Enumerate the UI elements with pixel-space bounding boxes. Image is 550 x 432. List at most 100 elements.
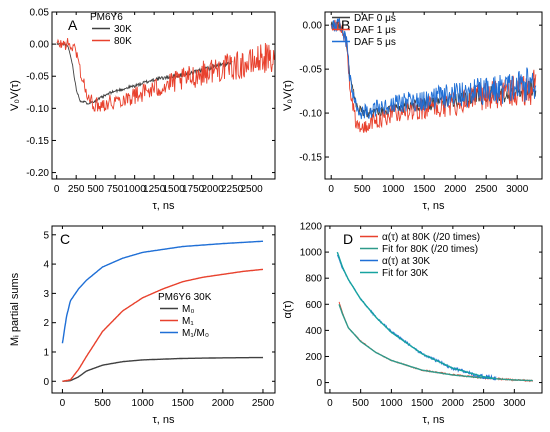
x-tick-label: 1500 <box>411 398 434 409</box>
series-line-1 <box>62 356 264 382</box>
x-axis-label: τ, ns <box>152 414 175 426</box>
legend-entry: α(τ) at 30K <box>382 256 430 267</box>
legend: α(τ) at 80K (/20 times)Fit for 80K (/20 … <box>360 232 480 279</box>
plot-frame <box>51 11 276 180</box>
x-tick-label: 500 <box>87 184 104 195</box>
y-tick-label: -0.20 <box>26 168 49 179</box>
y-tick-label: -0.10 <box>26 104 49 115</box>
x-tick-label: 1750 <box>182 184 205 195</box>
legend-entry: DAF 5 μs <box>354 37 396 48</box>
panel-B: 0 500 1000 1500 2000 2500 3000 0.00 -0.05 -0.10 -0… <box>282 11 543 212</box>
panel-letter: B <box>341 17 350 33</box>
x-tick-label: 500 <box>352 398 369 409</box>
x-tick-label: 1250 <box>143 184 166 195</box>
x-tick-label: 0 <box>54 184 60 195</box>
x-axis-label: τ, ns <box>422 200 445 212</box>
x-tick-label: 2250 <box>221 184 244 195</box>
panel-C: 0 500 1000 1500 2000 2500 0 1 2 3 4 5 τ, ns Mᵢ partia… <box>9 225 276 426</box>
series-line-2 <box>338 304 533 382</box>
y-tick-label: 400 <box>305 326 322 337</box>
y-axis-label: V₀V(τ) <box>9 80 21 111</box>
x-tick-label: 1500 <box>163 184 186 195</box>
legend-title: PM6Y6 30K <box>158 292 212 303</box>
y-tick-label: -0.10 <box>299 109 322 120</box>
legend-entry: DAF 0 μs <box>354 13 396 24</box>
y-tick-label: 0 <box>43 377 49 388</box>
y-tick-label: -0.05 <box>26 72 49 83</box>
y-tick-label: 0.00 <box>303 21 323 32</box>
x-tick-label: 1500 <box>172 398 195 409</box>
series-line-2 <box>62 268 263 382</box>
y-tick-label: 800 <box>305 274 322 285</box>
y-tick-label: 1 <box>43 347 49 358</box>
x-tick-label: 500 <box>94 398 111 409</box>
x-tick-label: 1000 <box>124 184 147 195</box>
series-line-4 <box>336 251 496 380</box>
x-tick-label: 2000 <box>201 184 224 195</box>
x-tick-label: 2500 <box>475 184 498 195</box>
x-tick-label: 2000 <box>444 184 467 195</box>
panel-letter: A <box>68 17 78 33</box>
legend-entry: M₀ <box>182 304 194 315</box>
legend-entry: Fit for 80K (/20 times) <box>382 244 478 255</box>
panel-letter: C <box>60 231 70 247</box>
x-tick-label: 1000 <box>380 398 403 409</box>
x-tick-label: 2500 <box>240 184 263 195</box>
legend-entry: 80K <box>114 36 132 47</box>
y-tick-label: 600 <box>305 300 322 311</box>
x-tick-label: 750 <box>107 184 124 195</box>
series-line-2 <box>330 18 537 133</box>
y-axis-label: α(τ) <box>282 300 294 318</box>
legend-entry: 30K <box>114 24 132 35</box>
y-tick-label: -0.15 <box>299 153 322 164</box>
plot-frame <box>324 11 543 180</box>
x-tick-label: 3000 <box>503 398 526 409</box>
plot-frame <box>324 225 543 394</box>
y-tick-label: 3 <box>43 289 49 300</box>
x-tick-label: 2500 <box>252 398 275 409</box>
legend-entry: M₁ <box>182 316 194 327</box>
y-tick-label: 0 <box>316 378 322 389</box>
legend-title: PM6Y6 <box>90 12 123 23</box>
y-tick-label: 1000 <box>300 248 323 259</box>
x-tick-label: 1500 <box>413 184 436 195</box>
x-tick-label: 0 <box>60 398 66 409</box>
legend-entry: DAF 1 μs <box>354 25 396 36</box>
y-tick-label: 1200 <box>300 222 323 233</box>
y-tick-label: 0.05 <box>30 8 50 19</box>
x-tick-label: 0 <box>327 398 333 409</box>
series-line-1 <box>338 301 534 383</box>
y-tick-label: -0.15 <box>26 136 49 147</box>
x-tick-label: 2000 <box>212 398 235 409</box>
x-tick-label: 2500 <box>472 398 495 409</box>
x-axis-label: τ, ns <box>152 200 175 212</box>
panel-D: 0 500 1000 1500 2000 2500 3000 0 200 400 600 800 100… <box>282 222 543 426</box>
x-tick-label: 2000 <box>442 398 465 409</box>
panel-letter: D <box>343 231 353 247</box>
y-tick-label: 0.00 <box>30 40 50 51</box>
series-line-2 <box>56 37 275 112</box>
series-line-3 <box>61 240 264 344</box>
y-tick-label: 5 <box>43 230 49 241</box>
y-tick-label: 4 <box>43 260 49 271</box>
legend-entry: Fit for 30K <box>382 268 428 279</box>
x-tick-label: 3000 <box>506 184 529 195</box>
legend-entry: M₁/M₀ <box>182 328 209 339</box>
y-tick-label: 2 <box>43 318 49 329</box>
x-tick-label: 0 <box>328 184 334 195</box>
series-line-3 <box>330 18 537 120</box>
y-axis-label: V₀V(τ) <box>282 80 294 111</box>
y-axis-label: Mᵢ partial sums <box>9 272 21 346</box>
y-tick-label: -0.05 <box>299 65 322 76</box>
x-tick-label: 250 <box>68 184 85 195</box>
x-tick-label: 1000 <box>132 398 155 409</box>
plot-frame <box>51 225 276 394</box>
y-tick-label: 200 <box>305 352 322 363</box>
legend-entry: α(τ) at 80K (/20 times) <box>382 232 480 243</box>
x-tick-label: 1000 <box>382 184 405 195</box>
